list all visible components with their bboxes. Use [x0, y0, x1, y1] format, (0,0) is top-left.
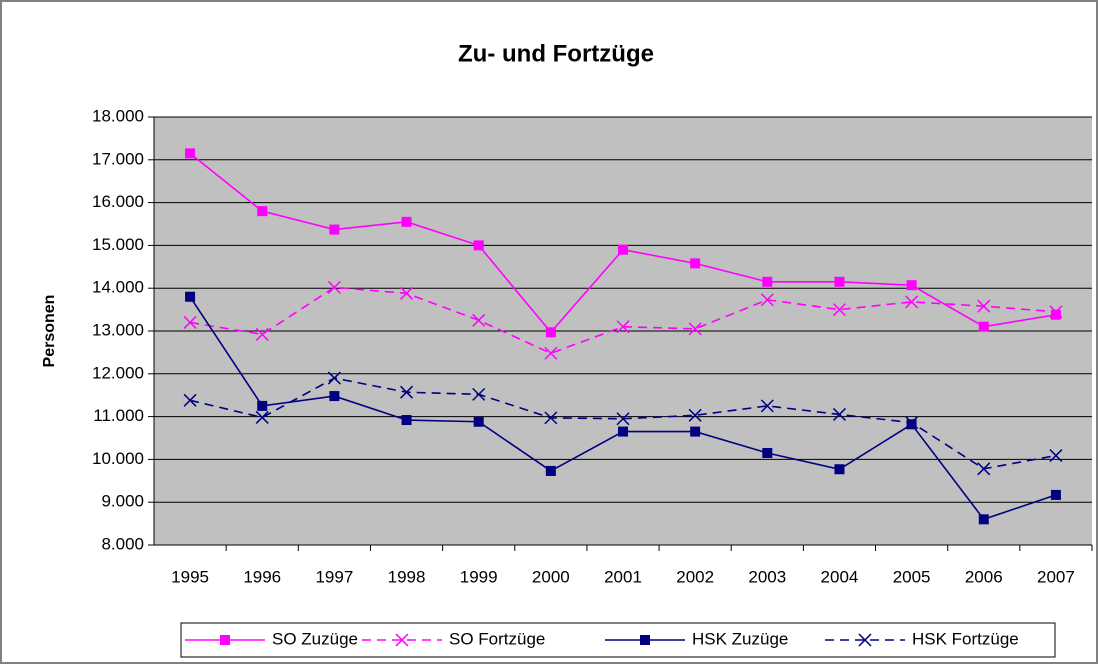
data-point: [183, 315, 197, 329]
x-tick-label: 2002: [676, 567, 714, 586]
y-tick-label: 12.000: [92, 363, 144, 382]
data-point: [760, 293, 774, 307]
x-tick-label: 2000: [532, 567, 570, 586]
x-tick-label: 2007: [1037, 567, 1075, 586]
x-tick-label: 2004: [821, 567, 859, 586]
data-point: [977, 299, 991, 313]
y-tick-label: 17.000: [92, 149, 144, 168]
legend-marker: [220, 635, 230, 645]
data-point: [472, 313, 486, 327]
data-point: [762, 276, 773, 287]
x-tick-label: 1999: [460, 567, 498, 586]
y-tick-label: 18.000: [92, 106, 144, 125]
x-tick-label: 2001: [604, 567, 642, 586]
data-point: [616, 320, 630, 334]
y-tick-label: 9.000: [101, 492, 144, 511]
data-point: [185, 291, 196, 302]
data-point: [183, 393, 197, 407]
data-point: [688, 322, 702, 336]
y-tick-label: 8.000: [101, 534, 144, 553]
data-point: [400, 385, 414, 399]
x-tick-label: 1995: [171, 567, 209, 586]
data-point: [401, 415, 412, 426]
y-axis-title: Personen: [41, 295, 58, 368]
data-point: [978, 514, 989, 525]
legend-label: HSK Zuzüge: [692, 629, 788, 648]
data-point: [690, 426, 701, 437]
data-point: [762, 447, 773, 458]
y-tick-label: 15.000: [92, 235, 144, 254]
data-point: [544, 411, 558, 425]
x-tick-label: 2003: [748, 567, 786, 586]
y-tick-label: 11.000: [93, 406, 144, 425]
data-point: [545, 465, 556, 476]
data-point: [834, 276, 845, 287]
x-tick-label: 1996: [243, 567, 281, 586]
data-point: [473, 240, 484, 251]
data-point: [688, 408, 702, 422]
x-tick-label: 1997: [315, 567, 353, 586]
data-point: [257, 206, 268, 217]
data-point: [400, 286, 414, 300]
data-point: [327, 280, 341, 294]
data-point: [616, 412, 630, 426]
data-point: [329, 224, 340, 235]
y-tick-label: 10.000: [92, 449, 144, 468]
y-tick-label: 16.000: [92, 192, 144, 211]
data-point: [906, 280, 917, 291]
data-point: [329, 391, 340, 402]
data-point: [978, 321, 989, 332]
data-point: [832, 303, 846, 317]
data-point: [327, 371, 341, 385]
legend-label: SO Zuzüge: [272, 629, 358, 648]
data-point: [473, 416, 484, 427]
legend-label: HSK Fortzüge: [912, 629, 1019, 648]
data-point: [618, 426, 628, 437]
data-point: [1049, 305, 1063, 319]
data-point: [905, 416, 919, 430]
data-point: [401, 216, 412, 227]
data-point: [906, 419, 917, 430]
data-point: [185, 148, 196, 159]
y-tick-label: 13.000: [92, 320, 144, 339]
data-point: [1050, 309, 1061, 320]
data-point: [977, 462, 991, 476]
x-tick-label: 2006: [965, 567, 1003, 586]
data-point: [1049, 449, 1063, 463]
data-point: [832, 407, 846, 421]
data-point: [545, 327, 556, 338]
x-tick-label: 2005: [893, 567, 931, 586]
legend-label: SO Fortzüge: [449, 629, 545, 648]
data-point: [472, 387, 486, 401]
data-point: [544, 346, 558, 360]
x-tick-label: 1998: [388, 567, 426, 586]
data-point: [834, 464, 845, 475]
legend-marker: [858, 633, 872, 647]
data-point: [760, 399, 774, 413]
data-point: [257, 400, 268, 411]
data-point: [255, 410, 269, 424]
data-point: [905, 295, 919, 309]
y-tick-label: 14.000: [92, 278, 144, 297]
data-point: [690, 258, 701, 269]
data-point: [618, 244, 628, 255]
data-point: [255, 327, 269, 341]
legend-marker: [395, 633, 409, 647]
legend-marker: [640, 635, 650, 645]
data-point: [1050, 489, 1061, 500]
chart-title: Zu- und Fortzüge: [458, 40, 654, 67]
